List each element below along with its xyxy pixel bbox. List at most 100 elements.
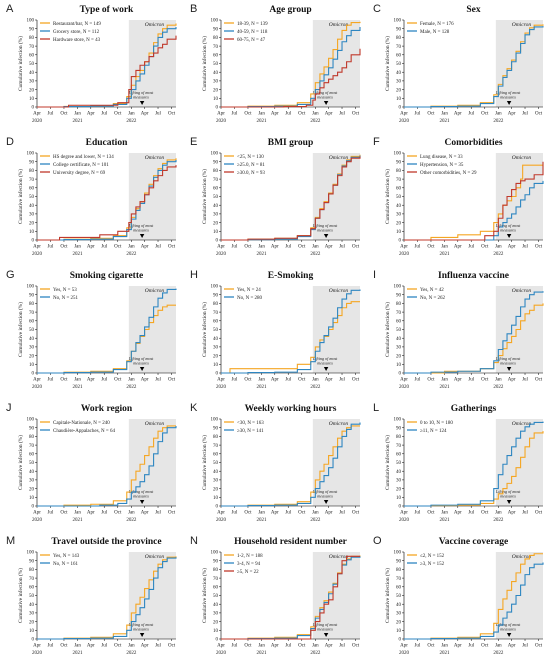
y-tick-label: 0: [399, 372, 402, 377]
y-tick-label: 60: [213, 453, 219, 458]
y-tick-label: 40: [213, 470, 219, 475]
legend-label: ≥11, N = 124: [420, 429, 447, 434]
x-tick-label: Jul: [47, 378, 53, 383]
y-tick-label: 10: [29, 629, 35, 634]
panel-title: Weekly working hours: [245, 404, 337, 414]
panel-letter: F: [373, 136, 380, 148]
lifting-label-line2: measures: [133, 361, 149, 366]
legend-label: ≥25.0, N = 81: [237, 163, 265, 168]
chart-panel-o: O Vaccine coverage Omicron 0 10 20 30 40 50 60 70 8…: [373, 535, 544, 656]
x-year-label: 2021: [440, 385, 451, 390]
x-tick-label: Apr: [141, 245, 149, 250]
legend-label: 60-75, N = 47: [237, 38, 266, 43]
panel-title: Type of work: [80, 5, 134, 15]
y-tick-label: 60: [396, 54, 402, 59]
x-tick-label: Apr: [400, 245, 408, 250]
y-tick-label: 90: [213, 426, 219, 431]
x-tick-label: Jan: [258, 511, 265, 516]
y-tick-label: 10: [29, 496, 35, 501]
y-tick-label: 0: [32, 106, 35, 111]
y-tick-label: 20: [213, 221, 219, 226]
y-tick-label: 100: [211, 285, 219, 290]
y-tick-label: 70: [213, 178, 219, 183]
y-tick-label: 40: [396, 71, 402, 76]
lifting-label-line2: measures: [500, 627, 516, 632]
series-line-2: [221, 556, 361, 640]
x-tick-label: Jan: [312, 511, 319, 516]
omicron-label: Omicron: [145, 22, 165, 28]
series-line-1: [37, 425, 176, 507]
omicron-shaded-region: [312, 286, 360, 373]
lifting-label-line1: Lifting of most: [128, 489, 154, 494]
y-tick-label: 70: [396, 178, 402, 183]
x-tick-label: Oct: [298, 112, 306, 117]
series-line-3: [37, 165, 177, 241]
x-year-label: 2022: [126, 385, 137, 390]
y-tick-label: 20: [213, 88, 219, 93]
x-year-label: 2021: [73, 119, 84, 124]
y-tick-label: 60: [213, 586, 219, 591]
y-axis-label: Cumulative infection (%): [201, 435, 208, 490]
x-tick-label: Apr: [271, 112, 279, 117]
panel-title: Vaccine coverage: [439, 537, 509, 547]
x-tick-label: Jul: [155, 511, 161, 516]
x-tick-label: Apr: [141, 511, 149, 516]
lifting-marker-arrow: [139, 367, 145, 371]
y-tick-label: 50: [29, 62, 35, 67]
y-tick-label: 60: [213, 54, 219, 59]
x-tick-label: Apr: [33, 112, 41, 117]
x-tick-label: Oct: [427, 245, 435, 250]
x-year-label: 2020: [32, 119, 43, 124]
x-tick-label: Apr: [87, 378, 95, 383]
y-tick-label: 50: [396, 328, 402, 333]
x-tick-label: Jul: [468, 112, 474, 117]
omicron-shaded-region: [495, 153, 543, 240]
lifting-label-line2: measures: [133, 627, 149, 632]
y-tick-label: 10: [213, 496, 219, 501]
y-tick-label: 60: [29, 54, 35, 59]
x-tick-label: Jan: [312, 378, 319, 383]
x-tick-label: Oct: [60, 378, 68, 383]
x-tick-label: Apr: [454, 245, 462, 250]
x-tick-label: Oct: [481, 511, 489, 516]
y-tick-label: 60: [29, 187, 35, 192]
omicron-label: Omicron: [329, 554, 349, 560]
x-tick-label: Jan: [74, 511, 81, 516]
x-year-label: 2021: [257, 385, 268, 390]
y-tick-label: 90: [396, 559, 402, 564]
omicron-shaded-region: [495, 20, 543, 107]
y-tick-label: 60: [29, 586, 35, 591]
omicron-label: Omicron: [329, 288, 349, 294]
x-tick-label: Jul: [285, 644, 291, 649]
x-tick-label: Apr: [217, 511, 225, 516]
x-tick-label: Oct: [535, 378, 543, 383]
lifting-label-line2: measures: [500, 95, 516, 100]
y-tick-label: 80: [213, 568, 219, 573]
panel-letter: N: [190, 535, 198, 547]
x-year-label: 2020: [216, 385, 227, 390]
x-tick-label: Apr: [508, 511, 516, 516]
panel-letter: E: [190, 136, 197, 148]
x-year-label: 2021: [73, 518, 84, 523]
y-tick-label: 10: [396, 496, 402, 501]
legend-label: Hypertension, N = 35: [420, 163, 464, 168]
x-tick-label: Oct: [298, 644, 306, 649]
y-tick-label: 80: [396, 568, 402, 573]
lifting-label-line1: Lifting of most: [312, 90, 338, 95]
x-tick-label: Oct: [114, 245, 122, 250]
x-tick-label: Jan: [441, 378, 448, 383]
omicron-label: Omicron: [329, 155, 349, 161]
y-tick-label: 60: [29, 453, 35, 458]
x-tick-label: Apr: [87, 511, 95, 516]
x-tick-label: Oct: [352, 644, 360, 649]
x-tick-label: Jul: [155, 644, 161, 649]
x-tick-label: Oct: [60, 245, 68, 250]
chart-panel-e: E BMI group Omicron 0 10 20 30 40 50 60 70 80 90 100 C…: [190, 136, 361, 257]
lifting-label-line1: Lifting of most: [312, 622, 338, 627]
y-tick-label: 70: [29, 45, 35, 50]
x-tick-label: Jul: [47, 644, 53, 649]
legend-label: ≤2, N = 152: [420, 554, 445, 559]
y-tick-label: 20: [396, 221, 402, 226]
series-line-2: [404, 180, 544, 241]
x-year-label: 2022: [310, 252, 321, 257]
